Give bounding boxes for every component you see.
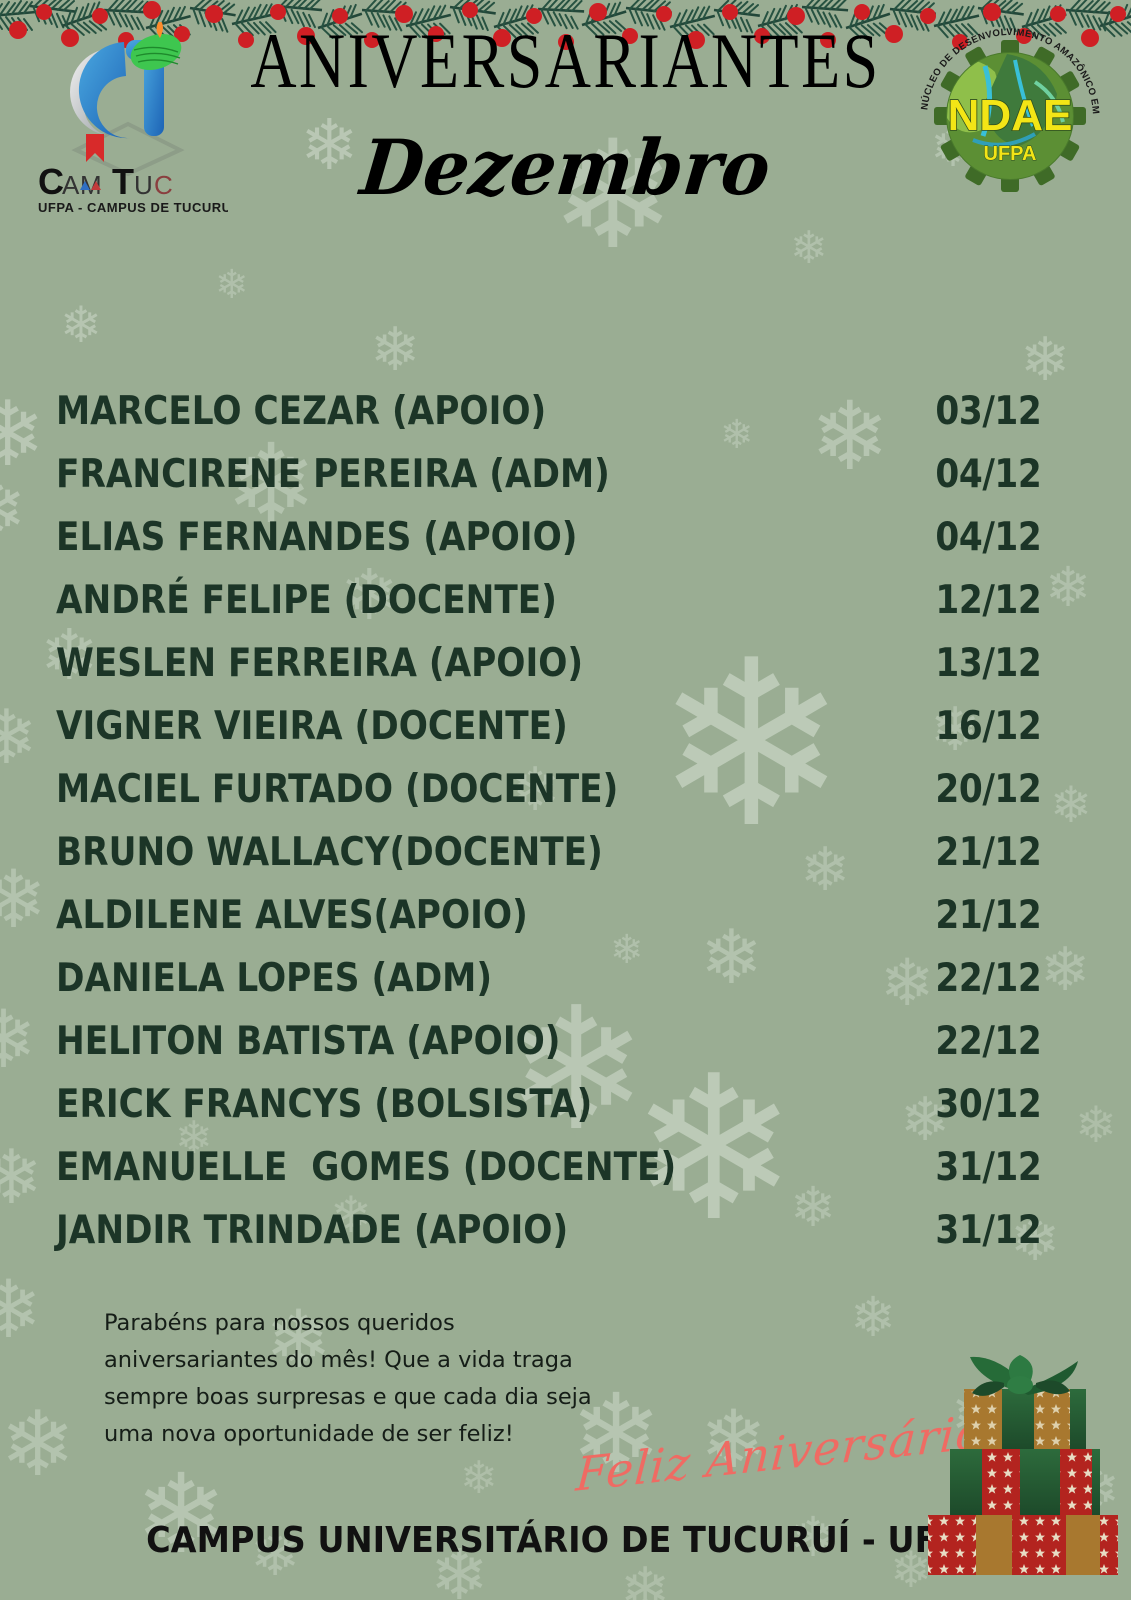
- svg-text:UFPA: UFPA: [984, 143, 1037, 165]
- birthday-date: 21/12: [935, 830, 1041, 875]
- snowflake-icon: ❄: [0, 1395, 76, 1495]
- birthday-name: ELIAS FERNANDES (APOIO): [56, 515, 578, 560]
- svg-text:C: C: [154, 170, 173, 200]
- snowflake-icon: ❄: [0, 1265, 43, 1354]
- birthday-name: WESLEN FERREIRA (APOIO): [56, 641, 584, 686]
- snowflake-icon: ❄: [1050, 777, 1092, 833]
- birthday-row: MACIEL FURTADO (DOCENTE) 20/12: [56, 770, 1041, 833]
- birthday-name: FRANCIRENE PEREIRA (ADM): [56, 452, 610, 497]
- birthday-row: DANIELA LOPES (ADM) 22/12: [56, 959, 1041, 1022]
- svg-text:M: M: [80, 170, 102, 200]
- birthday-row: WESLEN FERREIRA (APOIO) 13/12: [56, 644, 1041, 707]
- birthday-row: BRUNO WALLACY(DOCENTE) 21/12: [56, 833, 1041, 896]
- gift-boxes-illustration: [928, 1355, 1118, 1575]
- birthday-row: ERICK FRANCYS (BOLSISTA) 30/12: [56, 1085, 1041, 1148]
- congratulations-message: Parabéns para nossos queridos aniversari…: [104, 1310, 592, 1448]
- snowflake-icon: ❄: [790, 222, 828, 273]
- snowflake-icon: ❄: [1020, 326, 1071, 393]
- camtuc-logo: C A M T U C UFPA - CAMPUS DE TUCURUÍ: [28, 20, 235, 217]
- snowflake-icon: ❄: [0, 385, 46, 485]
- ndae-logo: NÚCLEO DE DESENVOLVIMENTO AMAZÔNICO EM E…: [911, 14, 1105, 197]
- birthday-name: VIGNER VIEIRA (DOCENTE): [56, 704, 568, 749]
- birthday-date: 04/12: [935, 452, 1041, 497]
- snowflake-icon: ❄: [370, 316, 421, 383]
- page-title: ANIVERSARIANTES: [250, 17, 881, 104]
- birthday-date: 21/12: [935, 893, 1041, 938]
- birthday-date: 22/12: [935, 1019, 1041, 1064]
- svg-text:NDAE: NDAE: [948, 91, 1073, 140]
- birthday-name: MACIEL FURTADO (DOCENTE): [56, 767, 619, 812]
- birthday-row: MARCELO CEZAR (APOIO) 03/12: [56, 392, 1041, 455]
- birthday-date: 31/12: [935, 1145, 1041, 1190]
- birthday-name: BRUNO WALLACY(DOCENTE): [56, 830, 603, 875]
- birthday-date: 20/12: [935, 767, 1041, 812]
- svg-text:U: U: [134, 170, 153, 200]
- birthday-name: HELITON BATISTA (APOIO): [56, 1019, 561, 1064]
- snowflake-icon: ❄: [0, 695, 38, 779]
- footer-campus-name: CAMPUS UNIVERSITÁRIO DE TUCURUÍ - UFPA: [146, 1520, 985, 1561]
- snowflake-icon: ❄: [620, 1556, 671, 1600]
- snowflake-icon: ❄: [0, 470, 27, 550]
- birthday-date: 03/12: [935, 389, 1041, 434]
- birthday-date: 31/12: [935, 1208, 1041, 1253]
- birthday-row: ANDRÉ FELIPE (DOCENTE) 12/12: [56, 581, 1041, 644]
- birthday-name: ANDRÉ FELIPE (DOCENTE): [56, 578, 557, 623]
- birthday-name: JANDIR TRINDADE (APOIO): [56, 1208, 569, 1253]
- svg-text:UFPA - CAMPUS DE TUCURUÍ: UFPA - CAMPUS DE TUCURUÍ: [38, 200, 228, 215]
- birthday-date: 30/12: [935, 1082, 1041, 1127]
- snowflake-icon: ❄: [60, 297, 102, 353]
- birthday-name: EMANUELLE GOMES (DOCENTE): [56, 1145, 677, 1190]
- svg-text:T: T: [112, 161, 134, 202]
- birthday-name: ALDILENE ALVES(APOIO): [56, 893, 528, 938]
- birthday-name: MARCELO CEZAR (APOIO): [56, 389, 547, 434]
- snowflake-icon: ❄: [1075, 1097, 1117, 1153]
- snowflake-icon: ❄: [215, 263, 249, 307]
- birthday-date: 04/12: [935, 515, 1041, 560]
- svg-text:A: A: [62, 170, 80, 200]
- snowflake-icon: ❄: [1040, 936, 1091, 1003]
- snowflake-icon: ❄: [1045, 556, 1092, 618]
- birthday-list: MARCELO CEZAR (APOIO) 03/12 FRANCIRENE PER…: [56, 392, 1041, 1274]
- birthday-date: 22/12: [935, 956, 1041, 1001]
- snowflake-icon: ❄: [0, 995, 38, 1084]
- birthday-name: ERICK FRANCYS (BOLSISTA): [56, 1082, 593, 1127]
- birthday-row: FRANCIRENE PEREIRA (ADM) 04/12: [56, 455, 1041, 518]
- birthday-row: JANDIR TRINDADE (APOIO) 31/12: [56, 1211, 1041, 1274]
- snowflake-icon: ❄: [0, 855, 48, 944]
- birthday-row: EMANUELLE GOMES (DOCENTE) 31/12: [56, 1148, 1041, 1211]
- snowflake-icon: ❄: [850, 1286, 897, 1348]
- birthday-row: ELIAS FERNANDES (APOIO) 04/12: [56, 518, 1041, 581]
- birthday-date: 16/12: [935, 704, 1041, 749]
- birthday-row: HELITON BATISTA (APOIO) 22/12: [56, 1022, 1041, 1085]
- pine-garland-decoration: [0, 0, 1131, 62]
- birthday-date: 13/12: [935, 641, 1041, 686]
- birthday-row: VIGNER VIEIRA (DOCENTE) 16/12: [56, 707, 1041, 770]
- birthday-name: DANIELA LOPES (ADM): [56, 956, 493, 1001]
- birthday-date: 12/12: [935, 578, 1041, 623]
- svg-text:C: C: [38, 161, 64, 202]
- birthday-row: ALDILENE ALVES(APOIO) 21/12: [56, 896, 1041, 959]
- snowflake-icon: ❄: [460, 1452, 498, 1503]
- snowflake-icon: ❄: [0, 1135, 43, 1219]
